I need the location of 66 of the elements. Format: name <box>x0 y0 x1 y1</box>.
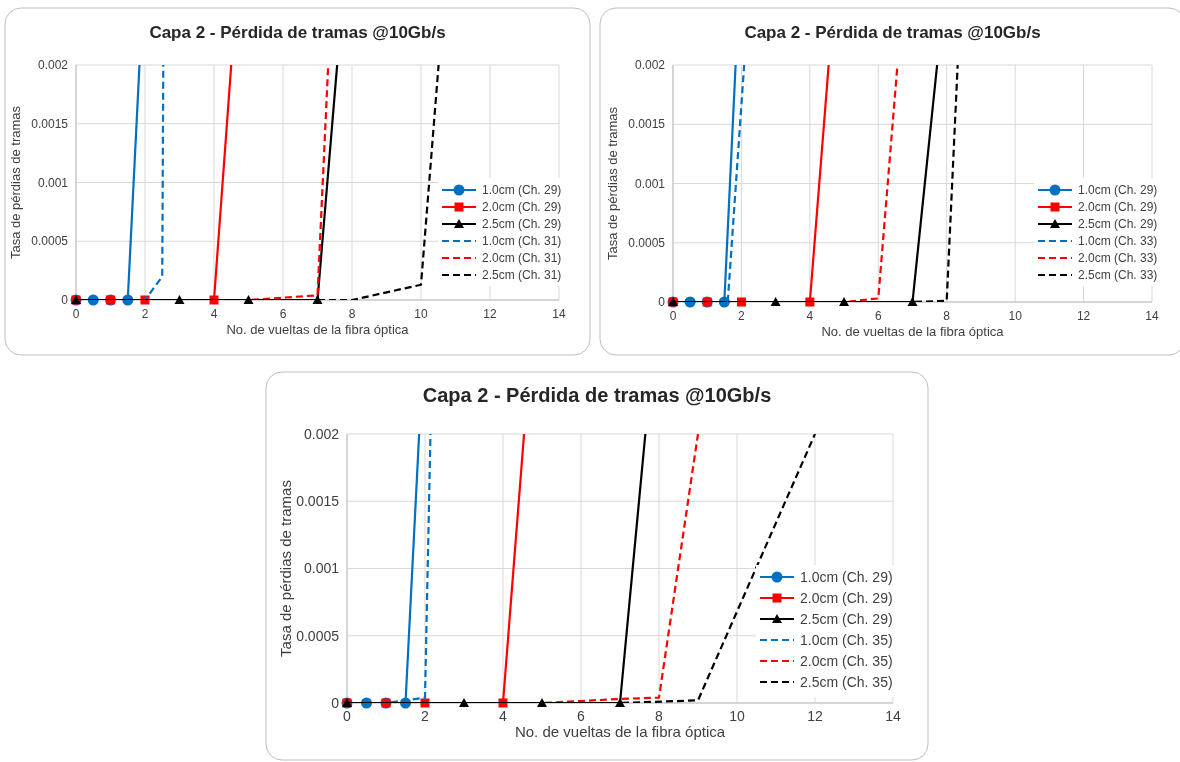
y-axis-title: Tasa de pérdias de tramas <box>605 106 620 261</box>
y-axis-title: Tasa de pérdias de tramas <box>277 480 294 657</box>
x-tick-label: 12 <box>483 307 497 321</box>
x-tick-label: 2 <box>141 307 149 321</box>
y-tick-label: 0 <box>331 694 340 711</box>
x-tick-label: 14 <box>552 307 566 321</box>
y-tick-label: 0.001 <box>634 176 666 191</box>
chart-title: Capa 2 - Pérdida de tramas @10Gb/s <box>149 23 446 42</box>
x-axis-title: No. de vueltas de la fibra óptica <box>226 322 410 337</box>
legend-label: 2.5cm (Ch. 29) <box>1078 217 1158 232</box>
y-tick-label: 0 <box>658 295 666 310</box>
legend-label: 1.0cm (Ch. 33) <box>1078 234 1158 249</box>
y-tick-label: 0.0015 <box>31 116 69 131</box>
x-tick-label: 2 <box>421 708 430 724</box>
x-tick-label: 6 <box>577 708 586 724</box>
y-tick-label: 0.0015 <box>296 493 340 510</box>
y-tick-label: 0.002 <box>303 425 340 442</box>
x-tick-label: 0 <box>72 307 80 321</box>
x-tick-label: 8 <box>655 708 664 724</box>
x-tick-label: 8 <box>943 309 951 323</box>
legend-label: 2.0cm (Ch. 33) <box>1078 251 1158 266</box>
x-tick-label: 6 <box>279 307 287 321</box>
x-tick-label: 10 <box>729 708 745 724</box>
legend-label: 2.0cm (Ch. 29) <box>1078 200 1158 215</box>
legend-label: 2.0cm (Ch. 31) <box>482 251 562 266</box>
x-tick-label: 14 <box>1145 309 1159 323</box>
legend-label: 2.5cm (Ch. 31) <box>482 268 562 283</box>
legend-label: 2.0cm (Ch. 35) <box>800 652 893 669</box>
legend-label: 2.5cm (Ch. 35) <box>800 673 893 690</box>
x-tick-label: 0 <box>343 708 352 724</box>
x-tick-label: 4 <box>806 309 814 323</box>
legend-label: 1.0cm (Ch. 29) <box>1078 183 1158 198</box>
legend-label: 1.0cm (Ch. 35) <box>800 631 893 648</box>
y-tick-label: 0.001 <box>303 560 340 577</box>
legend-label: 2.5cm (Ch. 29) <box>800 610 893 627</box>
legend-label: 2.0cm (Ch. 29) <box>482 200 562 215</box>
x-tick-label: 12 <box>807 708 823 724</box>
y-tick-label: 0 <box>61 293 69 308</box>
x-tick-label: 6 <box>874 309 882 323</box>
x-tick-label: 4 <box>499 708 508 724</box>
y-tick-label: 0.0005 <box>296 627 340 644</box>
x-tick-label: 10 <box>1008 309 1023 323</box>
chart-title: Capa 2 - Pérdida de tramas @10Gb/s <box>744 23 1041 42</box>
y-tick-label: 0.001 <box>37 175 69 190</box>
y-tick-label: 0.0005 <box>31 234 69 249</box>
x-tick-label: 4 <box>210 307 218 321</box>
legend-label: 1.0cm (Ch. 29) <box>482 183 562 198</box>
x-tick-label: 12 <box>1076 309 1091 323</box>
y-tick-label: 0.002 <box>634 58 666 73</box>
x-tick-label: 0 <box>669 309 677 323</box>
legend-label: 1.0cm (Ch. 29) <box>800 568 893 585</box>
chart-title: Capa 2 - Pérdida de tramas @10Gb/s <box>422 384 772 406</box>
x-axis-title: No. de vueltas de la fibra óptica <box>821 324 1005 339</box>
y-tick-label: 0.0005 <box>628 235 666 250</box>
x-tick-label: 14 <box>885 708 901 724</box>
x-tick-label: 2 <box>738 309 746 323</box>
y-tick-label: 0.002 <box>37 58 69 73</box>
x-axis-title: No. de vueltas de la fibra óptica <box>514 723 726 740</box>
x-tick-label: 8 <box>348 307 356 321</box>
legend-label: 2.5cm (Ch. 33) <box>1078 268 1158 283</box>
legend-label: 2.5cm (Ch. 29) <box>482 217 562 232</box>
y-axis-title: Tasa de pérdias de tramas <box>8 105 23 260</box>
y-tick-label: 0.0015 <box>628 117 666 132</box>
x-tick-label: 10 <box>414 307 428 321</box>
legend-label: 1.0cm (Ch. 31) <box>482 234 562 249</box>
legend-label: 2.0cm (Ch. 29) <box>800 589 893 606</box>
